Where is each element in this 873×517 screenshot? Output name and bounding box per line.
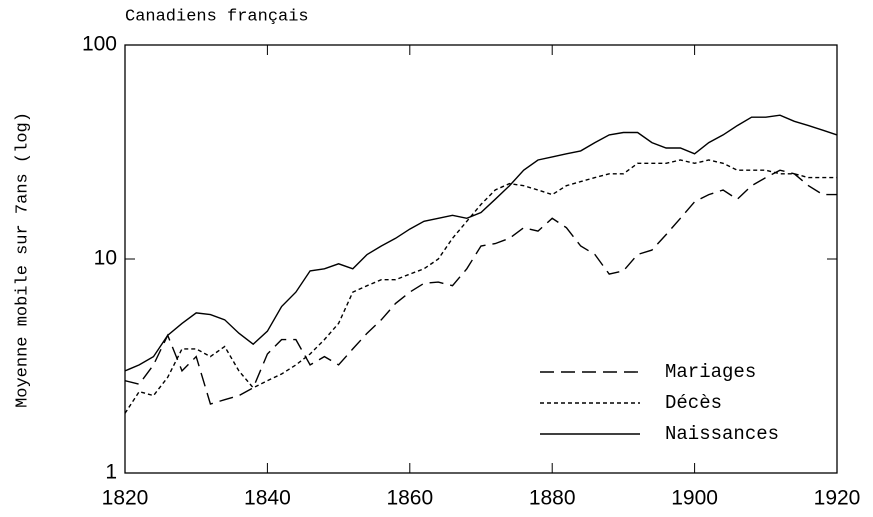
x-tick-label: 1860 [386, 487, 433, 510]
x-tick-label: 1880 [529, 487, 576, 510]
series-line [124, 169, 837, 405]
y-tick-label: 100 [82, 33, 117, 56]
series-line [124, 114, 838, 372]
legend-label: Mariages [665, 361, 756, 383]
y-axis-label: Moyenne mobile sur 7ans (log) [13, 112, 32, 408]
legend-label: Naissances [665, 423, 779, 445]
x-tick-label: 1920 [814, 487, 861, 510]
y-tick-label: 1 [105, 461, 117, 484]
chart-title: Canadiens français [125, 7, 309, 26]
series-line [124, 159, 837, 414]
plot-frame [124, 44, 838, 474]
x-tick-label: 1900 [671, 487, 718, 510]
legend-label: Décès [665, 392, 722, 414]
x-tick-label: 1820 [102, 487, 149, 510]
x-tick-label: 1840 [244, 487, 291, 510]
y-tick-label: 10 [94, 247, 117, 270]
